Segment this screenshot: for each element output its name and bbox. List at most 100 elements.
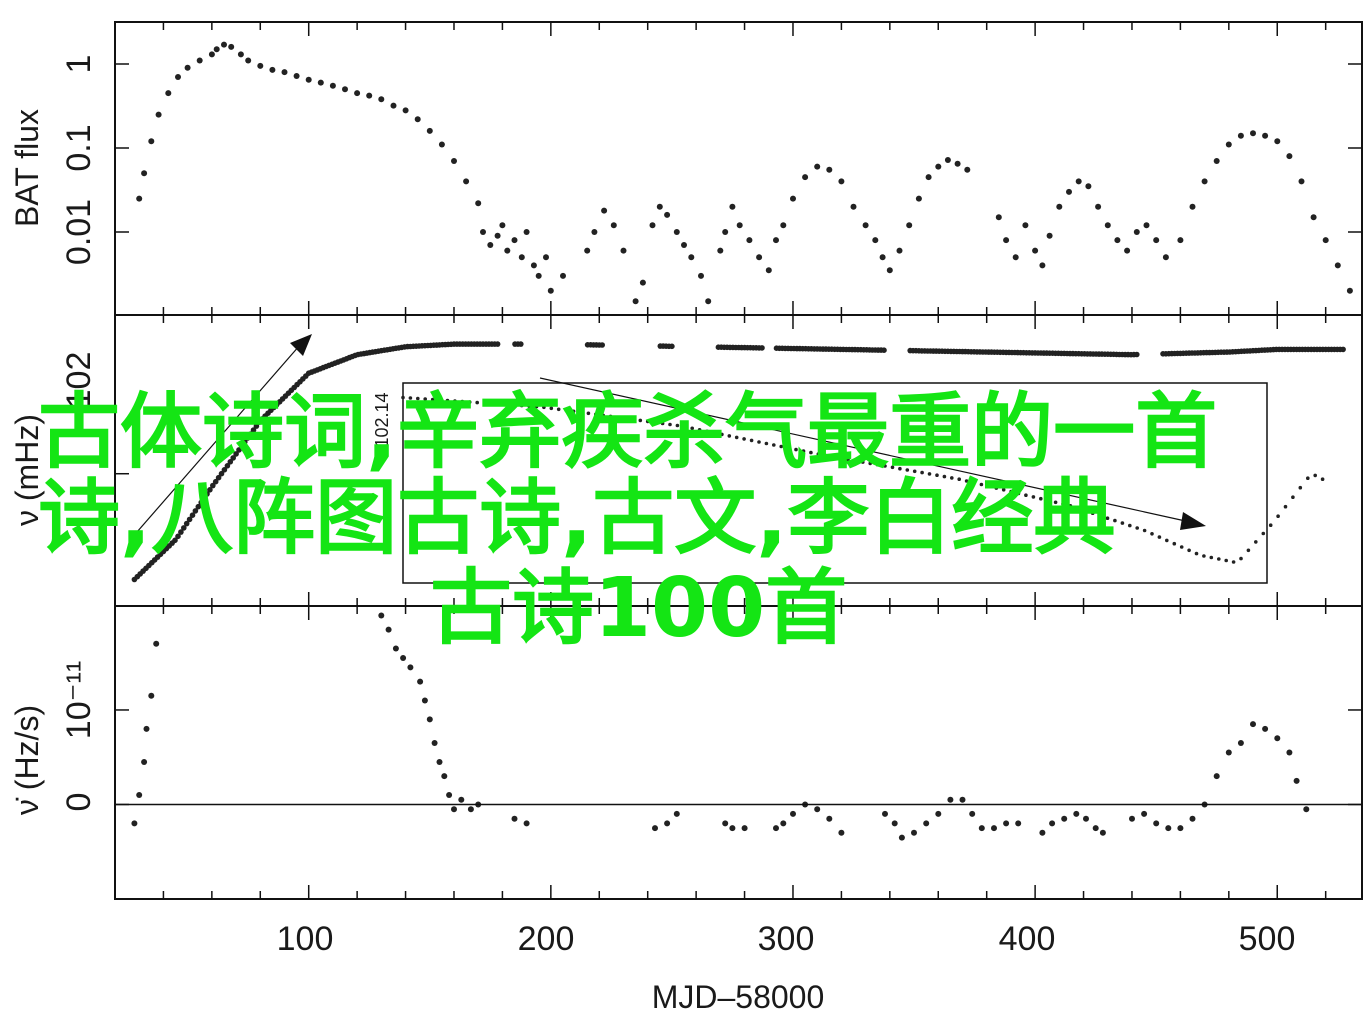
flux-point: [1032, 247, 1039, 254]
derivative-point: [378, 612, 385, 619]
flux-point: [802, 174, 809, 181]
y-axis-label-frequency: ν (mHz): [9, 414, 45, 526]
inset-point: [601, 413, 605, 418]
derivative-point: [458, 796, 465, 803]
inset-point: [1209, 555, 1214, 560]
derivative-point: [729, 825, 736, 832]
flux-point: [237, 51, 244, 58]
inset-data-points: [401, 395, 1325, 564]
frequency-point: [178, 529, 184, 535]
flux-point: [463, 178, 470, 185]
derivative-point: [417, 678, 424, 685]
frequency-point: [186, 516, 193, 523]
inset-point: [705, 429, 709, 434]
flux-point: [378, 96, 385, 103]
flux-point: [1177, 237, 1184, 244]
flux-point: [155, 111, 162, 118]
flux-point: [698, 272, 704, 279]
derivative-point: [652, 825, 658, 832]
flux-point: [213, 46, 220, 53]
inset-point: [1016, 491, 1021, 496]
inset-point: [564, 408, 568, 413]
flux-point: [1346, 287, 1353, 294]
frequency-point: [195, 503, 202, 510]
derivative-point: [1092, 825, 1099, 832]
derivative-point: [1083, 815, 1089, 822]
inset-point: [964, 479, 969, 483]
flux-point: [610, 222, 617, 229]
flux-point: [1237, 132, 1244, 139]
frequency-point: [210, 482, 216, 489]
frequency-point: [250, 427, 257, 433]
xtick-label-200: 200: [518, 920, 575, 958]
inset-point: [1068, 504, 1073, 508]
flux-point: [1262, 132, 1269, 139]
flux-point: [487, 242, 494, 248]
frequency-point: [759, 345, 765, 351]
derivative-point: [1189, 815, 1196, 822]
derivative-point: [153, 640, 160, 647]
flux-point: [269, 66, 276, 73]
flux-point: [1056, 203, 1063, 210]
flux-point: [1075, 178, 1082, 185]
y-axis-label-derivative: ν̇ (Hz/s): [9, 705, 45, 815]
inset-point: [660, 421, 665, 426]
flux-point: [1153, 237, 1160, 244]
flux-point: [184, 64, 191, 71]
inset-point: [416, 396, 420, 401]
flux-point: [1310, 214, 1317, 221]
inset-point: [942, 474, 947, 479]
derivative-point: [722, 820, 729, 827]
xtick-label-400: 400: [999, 920, 1056, 958]
frequency-point: [230, 455, 236, 461]
flux-point: [964, 166, 971, 173]
inset-point: [408, 396, 413, 400]
flux-point: [523, 229, 530, 235]
derivative-point: [978, 825, 985, 832]
panel-flux-frame: [114, 21, 1363, 316]
derivative-point: [664, 820, 671, 827]
inset-frame: [402, 382, 1268, 584]
frequency-point: [172, 537, 178, 544]
derivative-point: [1250, 721, 1256, 728]
derivative-point: [673, 810, 680, 817]
inset-point: [1291, 495, 1295, 500]
inset-point: [653, 420, 657, 425]
inset-point: [1239, 556, 1243, 561]
ytick-label-0.01: 0.01: [60, 199, 98, 265]
derivative-point: [451, 806, 457, 813]
flux-point: [1133, 229, 1140, 235]
derivative-point: [780, 820, 787, 827]
frequency-point: [244, 435, 251, 441]
inset-point: [772, 443, 776, 447]
flux-point: [790, 195, 796, 202]
flux-point: [826, 166, 833, 173]
inset-point: [690, 426, 694, 431]
frequency-point: [207, 487, 213, 493]
flux-point: [499, 222, 506, 229]
xtick-label-100: 100: [277, 920, 334, 958]
flux-point: [1334, 262, 1341, 269]
inset-point: [809, 450, 813, 455]
frequency-point: [239, 443, 245, 449]
inset-point: [898, 466, 902, 471]
inset-point: [853, 459, 858, 463]
inset-point: [861, 460, 865, 464]
flux-point: [1003, 237, 1010, 244]
x-axis-label: MJD–58000: [652, 979, 825, 1015]
inset-point: [912, 469, 917, 474]
inset-point: [1039, 496, 1043, 501]
derivative-point: [511, 815, 518, 822]
frequency-point: [221, 467, 228, 473]
inset-point: [430, 397, 435, 402]
inset-point: [727, 434, 732, 438]
inset-point: [972, 480, 976, 485]
inset-point: [505, 402, 509, 407]
inset-point: [549, 406, 554, 411]
derivative-point: [446, 792, 453, 798]
derivative-point: [1073, 810, 1080, 817]
flux-point: [1225, 141, 1232, 148]
derivative-point: [773, 825, 779, 832]
flux-point: [896, 247, 903, 254]
